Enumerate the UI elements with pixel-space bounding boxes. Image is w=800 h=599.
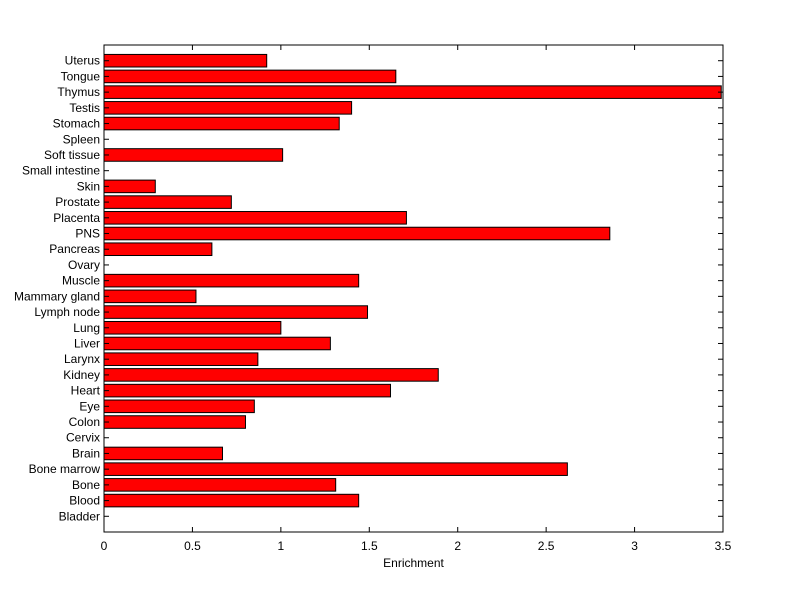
bar-heart [103, 383, 392, 398]
bar-larynx [103, 352, 259, 366]
y-tick-label: Skin [77, 179, 100, 193]
y-tick-label: PNS [75, 227, 100, 241]
x-tick-label: 2.5 [538, 539, 555, 553]
y-tick-label: Testis [69, 101, 100, 115]
bar-bone-marrow [103, 462, 568, 476]
y-tick-label: Bladder [59, 509, 100, 523]
bar-mammary-gland [103, 289, 197, 304]
x-tick-label: 0.5 [184, 539, 201, 553]
bar-lymph-node [103, 305, 369, 319]
bar-colon [103, 415, 246, 429]
bar-pancreas [103, 242, 213, 257]
bar-skin [103, 179, 156, 194]
bar-thymus [103, 85, 722, 99]
bar-stomach [103, 116, 340, 131]
y-tick-label: Blood [69, 494, 100, 508]
y-tick-label: Muscle [62, 274, 100, 288]
bar-pns [103, 226, 611, 241]
y-tick-label: Small intestine [22, 164, 100, 178]
bar-eye [103, 399, 255, 414]
y-tick-label: Heart [71, 384, 101, 398]
bar-prostate [103, 195, 232, 209]
y-tick-label: Lung [73, 321, 100, 335]
bar-brain [103, 446, 223, 461]
y-tick-label: Mammary gland [14, 289, 100, 303]
y-tick-label: Colon [69, 415, 100, 429]
bar-lung [103, 320, 282, 335]
y-tick-label: Ovary [68, 258, 100, 272]
bar-liver [103, 336, 331, 351]
bar-testis [103, 101, 353, 115]
y-tick-label: Prostate [55, 195, 100, 209]
x-tick-label: 0 [101, 539, 108, 553]
y-tick-label: Cervix [66, 431, 100, 445]
y-tick-label: Brain [72, 446, 100, 460]
bar-bone [103, 478, 337, 492]
bar-tongue [103, 69, 397, 84]
bar-blood [103, 493, 360, 508]
y-tick-label: Stomach [53, 117, 100, 131]
y-tick-label: Bone [72, 478, 100, 492]
bar-muscle [103, 273, 360, 288]
y-tick-label: Bone marrow [29, 462, 101, 476]
x-tick-label: 3.5 [715, 539, 732, 553]
plot-frame [103, 44, 724, 533]
y-tick-label: Placenta [53, 211, 100, 225]
y-tick-label: Thymus [57, 85, 100, 99]
x-axis-label: Enrichment [383, 556, 444, 570]
y-tick-label: Eye [79, 399, 100, 413]
y-tick-label: Spleen [63, 132, 100, 146]
y-tick-label: Kidney [63, 368, 100, 382]
x-ticks-group: 0 0.5 1 1.5 2 2.5 3 3.5 [101, 45, 732, 553]
y-tick-label: Pancreas [49, 242, 100, 256]
y-tick-label: Liver [74, 336, 100, 350]
y-tick-label: Lymph node [34, 305, 100, 319]
y-tick-label: Larynx [64, 352, 100, 366]
bar-placenta [103, 211, 407, 225]
bar-uterus [103, 53, 268, 68]
bar-kidney [103, 368, 439, 382]
y-tick-label: Tongue [61, 69, 101, 83]
x-tick-label: 1.5 [361, 539, 378, 553]
x-tick-label: 2 [454, 539, 461, 553]
y-tick-label: Soft tissue [44, 148, 100, 162]
x-tick-label: 3 [631, 539, 638, 553]
y-tick-label: Uterus [65, 54, 100, 68]
x-tick-label: 1 [278, 539, 285, 553]
bar-soft-tissue [103, 148, 284, 162]
